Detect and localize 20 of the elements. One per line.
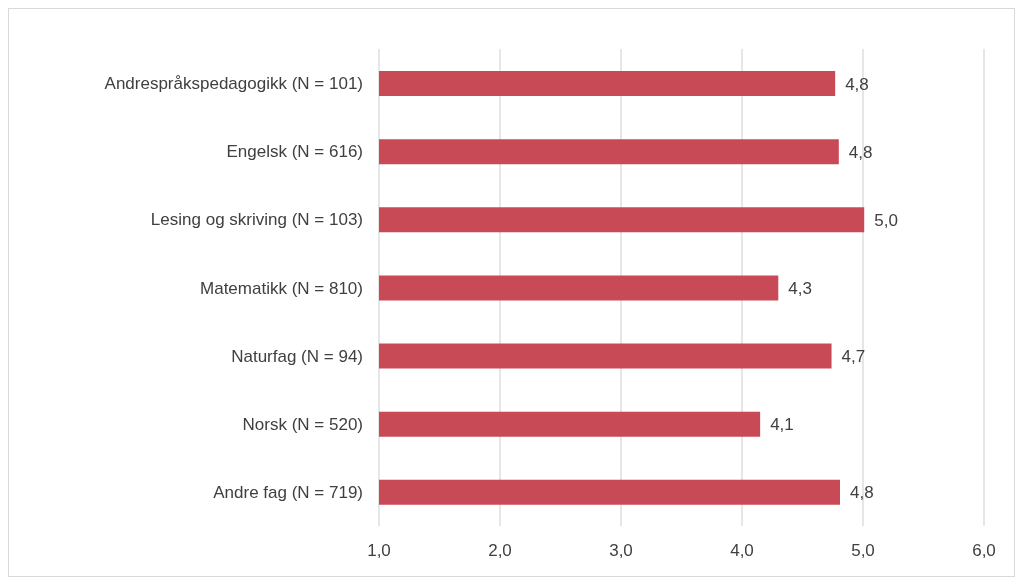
x-tick-label: 2,0	[488, 541, 512, 561]
x-tick-label: 3,0	[609, 541, 633, 561]
x-tick-label: 6,0	[972, 541, 996, 561]
data-label: 4,1	[770, 415, 794, 435]
x-tick-label: 5,0	[851, 541, 875, 561]
y-tick-label: Matematikk (N = 810)	[200, 278, 363, 298]
x-tick-label: 1,0	[367, 541, 391, 561]
y-tick-label: Engelsk (N = 616)	[226, 142, 363, 162]
data-label: 5,0	[874, 210, 898, 230]
data-label: 4,8	[848, 142, 873, 162]
x-tick-label: 4,0	[730, 541, 754, 561]
y-tick-label: Lesing og skriving (N = 103)	[150, 210, 363, 230]
data-label: 4,8	[845, 74, 869, 94]
data-label: 4,3	[788, 278, 812, 298]
y-tick-label: Andrespråkspedagogikk (N = 101)	[104, 74, 363, 94]
data-label: 4,7	[841, 347, 866, 367]
data-label: 4,8	[850, 483, 874, 503]
y-tick-label: Norsk (N = 520)	[242, 414, 363, 434]
y-tick-label: Naturfag (N = 94)	[231, 346, 363, 366]
y-tick-label: Andre fag (N = 719)	[213, 482, 363, 502]
